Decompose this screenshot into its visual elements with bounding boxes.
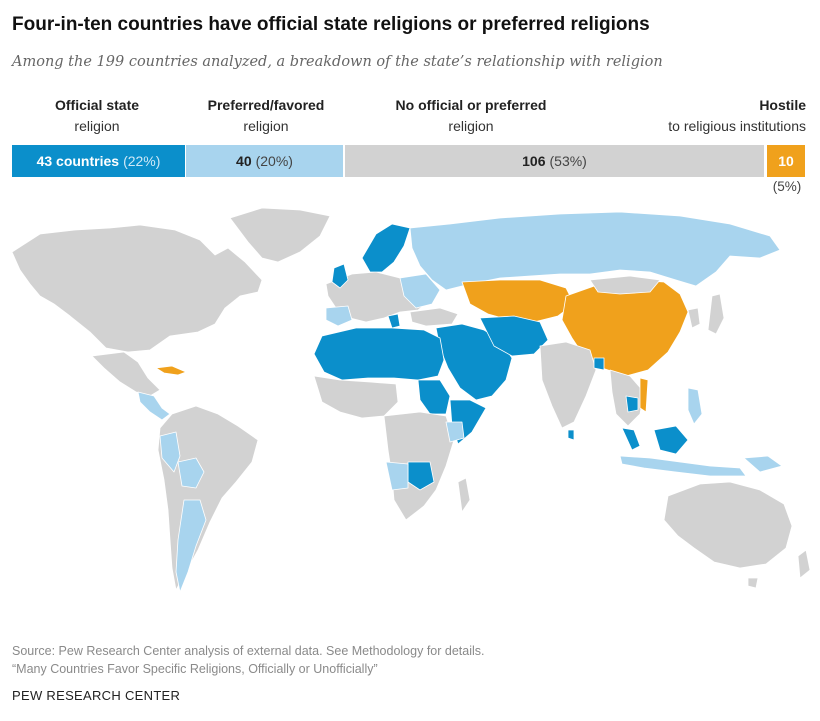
central-america-region [137,391,171,421]
source-line-1: Source: Pew Research Center analysis of … [12,644,485,658]
bar-count-official: 43 countries [36,153,120,169]
source-note: Source: Pew Research Center analysis of … [12,642,792,678]
sri-lanka-region [567,429,575,441]
india-region [539,341,597,429]
bar-segment-preferred: 40 (20%) [186,145,343,177]
page-subtitle: Among the 199 countries analyzed, a brea… [12,54,663,70]
australia-region [663,481,793,569]
legend-label-official: Official state religion [12,95,182,137]
legend-label-none-normal: religion [448,118,494,134]
cuba-region [155,365,187,376]
brand-logo-text: PEW RESEARCH CENTER [12,688,181,703]
legend-label-preferred-normal: religion [243,118,289,134]
legend-label-none: No official or preferred religion [346,95,596,137]
bar-segment-hostile: 10 [767,145,805,177]
spain-region [325,305,353,327]
legend-label-hostile-bold: Hostile [759,97,806,113]
legend-label-none-bold: No official or preferred [395,97,547,113]
bar-pct-preferred: (20%) [255,153,293,169]
bar-count-preferred: 40 [236,153,252,169]
source-line-2: “Many Countries Favor Specific Religions… [12,662,378,676]
ethiopia-region [445,421,465,443]
bar-count-none: 106 [522,153,546,169]
page-title: Four-in-ten countries have official stat… [12,14,650,35]
scandinavia-region [361,223,411,273]
tasmania-region [747,577,759,589]
peru-region [159,431,181,473]
madagascar-region [457,477,471,513]
greece-region [387,313,401,329]
new-zealand-region [797,549,811,579]
north-africa-region [313,327,445,381]
bar-segment-official: 43 countries (22%) [12,145,185,177]
bolivia-region [177,457,205,489]
bar-pct-hostile: (5%) [772,179,802,194]
bar-pct-none: (53%) [549,153,587,169]
argentina-region [175,499,207,593]
korea-region [687,307,701,329]
legend-label-preferred-bold: Preferred/favored [207,97,325,113]
malaysia-region [621,427,641,451]
bar-pct-official: (22%) [123,153,161,169]
legend-label-hostile: Hostile to religious institutions [610,95,806,137]
japan-region [707,293,725,335]
legend-label-official-bold: Official state [54,97,140,113]
bangladesh-region [593,357,605,371]
bar-count-hostile: 10 [778,153,794,169]
north-america-region [11,224,263,353]
mexico-region [91,351,161,397]
angola-region [385,461,409,491]
russia-region [409,211,781,291]
mongolia-region [589,275,661,295]
sudan-region [417,379,451,415]
philippines-region [687,387,703,425]
bar-segment-none: 106 (53%) [345,145,764,177]
vietnam-region [639,377,649,413]
png-region [743,455,783,473]
legend-label-hostile-normal: to religious institutions [668,118,806,134]
legend-label-preferred: Preferred/favored religion [186,95,346,137]
west-africa-region [313,375,399,419]
world-map [11,207,811,593]
uk-region [331,263,349,289]
central-asia-region [461,279,575,323]
cambodia-region [625,395,639,413]
legend-label-official-normal: religion [74,118,120,134]
borneo-region [653,425,689,455]
greenland-region [229,207,331,263]
turkey-region [409,307,459,327]
indonesia-region [619,455,747,477]
eastern-europe-region [399,273,441,309]
